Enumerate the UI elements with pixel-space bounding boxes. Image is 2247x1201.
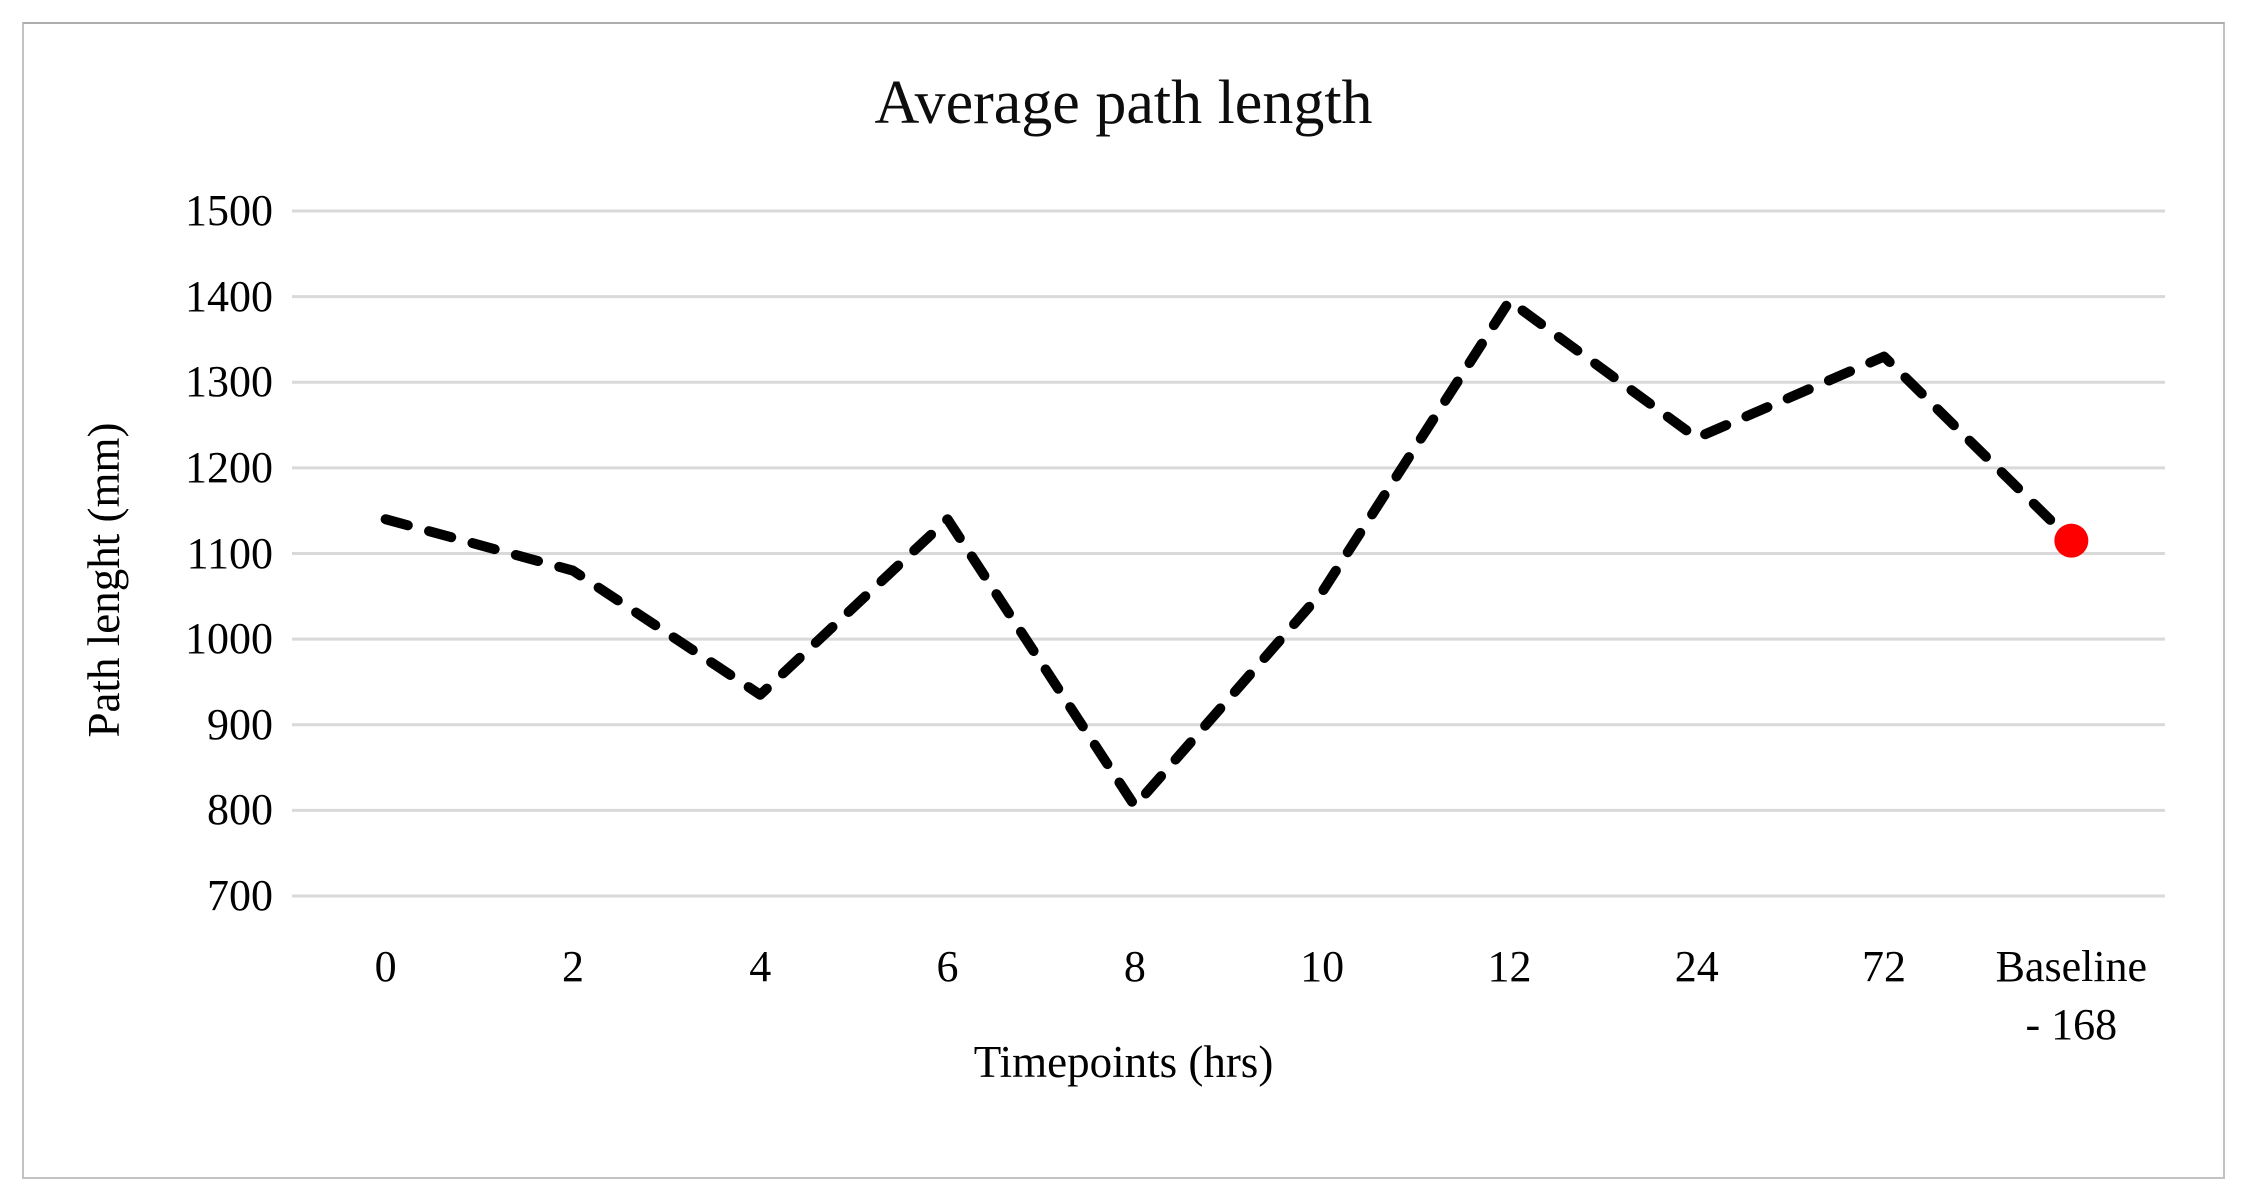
baseline-marker <box>2054 523 2089 558</box>
x-tick-label: 12 <box>1487 942 1532 991</box>
data-line <box>380 295 2077 812</box>
x-tick-label: 10 <box>1300 942 1345 991</box>
x-tick-label: 6 <box>936 942 959 991</box>
y-tick-label: 1100 <box>186 528 273 578</box>
x-tick-label: Baseline - 168 <box>1995 942 2148 1049</box>
y-tick-label: 1400 <box>185 271 273 321</box>
y-tick-label: 700 <box>207 871 273 920</box>
x-tick-label: 4 <box>749 942 772 991</box>
x-tick-label: 24 <box>1674 942 1719 991</box>
x-tick-label: 2 <box>561 942 584 991</box>
y-tick-label: 900 <box>207 699 273 749</box>
x-tick-label: 72 <box>1862 942 1907 991</box>
y-tick-label: 800 <box>207 785 273 835</box>
y-tick-label: 1000 <box>185 614 273 664</box>
x-tick-label: 8 <box>1123 942 1146 991</box>
y-tick-label: 1300 <box>185 357 273 407</box>
figure-border <box>22 22 2225 1179</box>
x-axis-title: Timepoints (hrs) <box>973 1037 1274 1087</box>
x-tick-label: 0 <box>374 942 397 991</box>
y-tick-label: 1200 <box>185 442 273 492</box>
y-tick-label: 1500 <box>185 186 273 235</box>
chart-title: Average path length <box>874 69 1373 137</box>
